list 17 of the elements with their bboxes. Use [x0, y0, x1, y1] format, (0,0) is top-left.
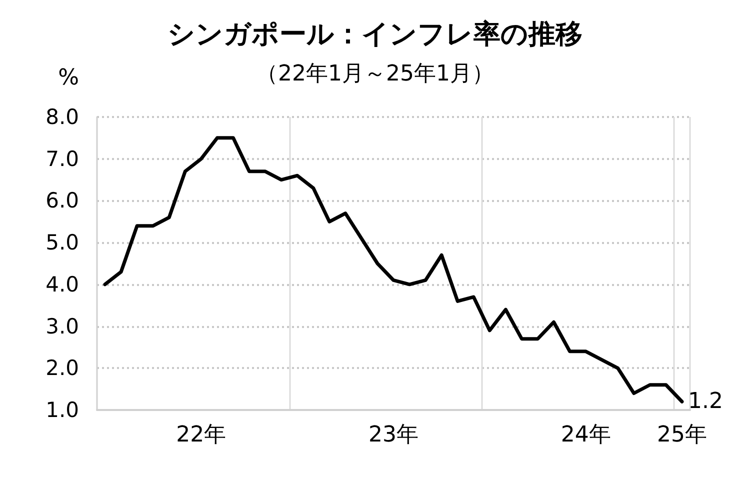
x-tick-label: 22年 — [176, 422, 226, 448]
y-tick-label: 1.0 — [46, 398, 79, 422]
chart-subtitle: （22年1月～25年1月） — [256, 62, 494, 86]
x-tick-label: 24年 — [560, 422, 611, 448]
y-tick-label: 7.0 — [46, 146, 79, 171]
y-tick-label: 5.0 — [46, 230, 79, 255]
y-tick-label: 3.0 — [46, 314, 79, 338]
line-series — [103, 136, 684, 404]
data-label: 1.2 — [688, 389, 723, 414]
y-tick-label: 6.0 — [46, 188, 79, 213]
y-tick-label: 2.0 — [46, 356, 79, 380]
y-tick-label: 8.0 — [46, 105, 79, 129]
chart-title: シンガポール：インフレ率の推移 — [168, 19, 582, 50]
x-tick-label: 25年 — [656, 422, 707, 448]
x-tick-label: 23年 — [368, 422, 418, 448]
y-axis-title: % — [58, 66, 79, 90]
y-tick-label: 4.0 — [46, 272, 79, 296]
